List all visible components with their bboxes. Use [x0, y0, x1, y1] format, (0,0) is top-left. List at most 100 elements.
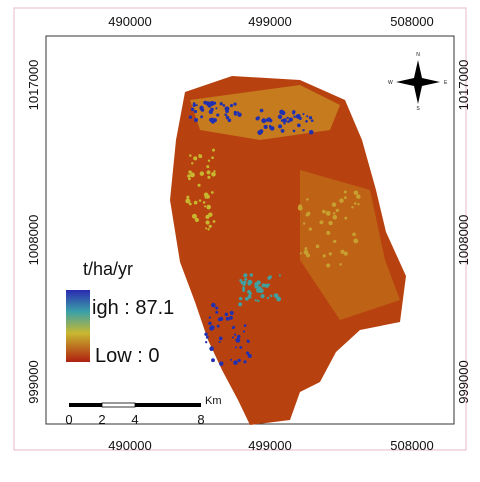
legend-title: t/ha/yr	[83, 259, 133, 279]
raster-speckle	[206, 336, 209, 339]
raster-speckle	[243, 360, 246, 363]
raster-speckle	[211, 303, 216, 308]
raster-speckle	[309, 227, 312, 230]
raster-speckle	[206, 165, 209, 168]
raster-speckle	[247, 340, 249, 342]
raster-speckle	[255, 299, 257, 301]
raster-speckle	[191, 162, 193, 164]
raster-speckle	[239, 279, 242, 282]
raster-speckle	[281, 129, 285, 133]
raster-speckle	[293, 130, 296, 133]
raster-speckle	[257, 300, 259, 302]
raster-speckle	[218, 318, 222, 322]
raster-speckle	[286, 117, 288, 119]
x-coord-label: 508000	[390, 14, 433, 29]
raster-speckle	[333, 240, 336, 243]
raster-speckle	[216, 113, 219, 116]
raster-speckle	[235, 346, 237, 348]
raster-speckle	[225, 313, 228, 316]
x-coord-label: 490000	[108, 438, 151, 453]
raster-speckle	[234, 112, 237, 115]
raster-speckle	[207, 170, 211, 174]
scale-label: 4	[131, 412, 138, 427]
raster-speckle	[306, 212, 310, 216]
raster-speckle	[230, 104, 233, 107]
raster-speckle	[278, 115, 282, 119]
raster-speckle	[262, 283, 266, 287]
raster-speckle	[232, 326, 235, 329]
raster-speckle	[316, 245, 320, 249]
scale-label: 2	[98, 412, 105, 427]
raster-speckle	[250, 273, 253, 276]
raster-speckle	[209, 118, 213, 122]
x-coord-label: 490000	[108, 14, 151, 29]
raster-speckle	[186, 196, 189, 199]
raster-speckle	[203, 201, 206, 204]
raster-speckle	[204, 192, 208, 196]
raster-speckle	[229, 316, 233, 320]
raster-speckle	[254, 284, 258, 288]
raster-speckle	[298, 206, 303, 211]
raster-speckle	[211, 172, 216, 177]
raster-speckle	[243, 273, 247, 277]
raster-speckle	[248, 354, 252, 358]
raster-speckle	[311, 119, 314, 122]
raster-speckle	[261, 118, 266, 123]
raster-speckle	[260, 131, 263, 134]
raster-speckle	[243, 281, 246, 284]
raster-speckle	[238, 114, 240, 116]
raster-speckle	[189, 154, 191, 156]
raster-speckle	[205, 101, 207, 103]
raster-speckle	[209, 225, 212, 228]
raster-speckle	[300, 252, 302, 254]
raster-speckle	[217, 325, 220, 328]
y-coord-label: 1008000	[456, 215, 471, 266]
raster-speckle	[233, 102, 236, 105]
raster-speckle	[247, 290, 251, 294]
raster-speckle	[208, 160, 210, 162]
raster-speckle	[232, 336, 234, 338]
raster-speckle	[302, 113, 304, 115]
raster-speckle	[326, 231, 330, 235]
raster-speckle	[293, 115, 296, 118]
raster-speckle	[200, 115, 203, 118]
raster-speckle	[260, 109, 264, 113]
raster-speckle	[188, 170, 191, 173]
raster-speckle	[352, 233, 356, 237]
y-coord-label: 1017000	[26, 60, 41, 111]
y-coord-label: 999000	[26, 360, 41, 403]
y-coord-label: 1017000	[456, 60, 471, 111]
raster-speckle	[207, 176, 210, 179]
raster-speckle	[208, 322, 211, 325]
raster-speckle	[209, 346, 214, 351]
raster-speckle	[279, 274, 281, 276]
scale-label: 8	[197, 412, 204, 427]
raster-speckle	[244, 278, 247, 281]
raster-speckle	[238, 302, 242, 306]
raster-speckle	[309, 130, 314, 135]
raster-speckle	[305, 120, 308, 123]
raster-speckle	[237, 359, 240, 362]
raster-speckle	[274, 294, 276, 296]
raster-speckle	[212, 149, 215, 152]
raster-speckle	[239, 297, 242, 300]
raster-speckle	[207, 104, 211, 108]
x-coord-label: 499000	[248, 438, 291, 453]
raster-speckle	[193, 104, 196, 107]
raster-speckle	[223, 104, 226, 107]
raster-speckle	[219, 337, 223, 341]
legend-low: Low : 0	[95, 345, 159, 367]
raster-speckle	[210, 325, 215, 330]
raster-speckle	[237, 335, 241, 339]
raster-speckle	[264, 125, 268, 129]
raster-speckle	[297, 124, 301, 128]
raster-speckle	[191, 108, 194, 111]
raster-speckle	[269, 275, 272, 278]
raster-speckle	[213, 170, 215, 172]
raster-speckle	[239, 346, 242, 349]
raster-speckle	[332, 202, 337, 207]
raster-speckle	[326, 263, 330, 267]
raster-speckle	[207, 228, 209, 230]
raster-speckle	[219, 341, 221, 343]
raster-speckle	[209, 110, 213, 114]
